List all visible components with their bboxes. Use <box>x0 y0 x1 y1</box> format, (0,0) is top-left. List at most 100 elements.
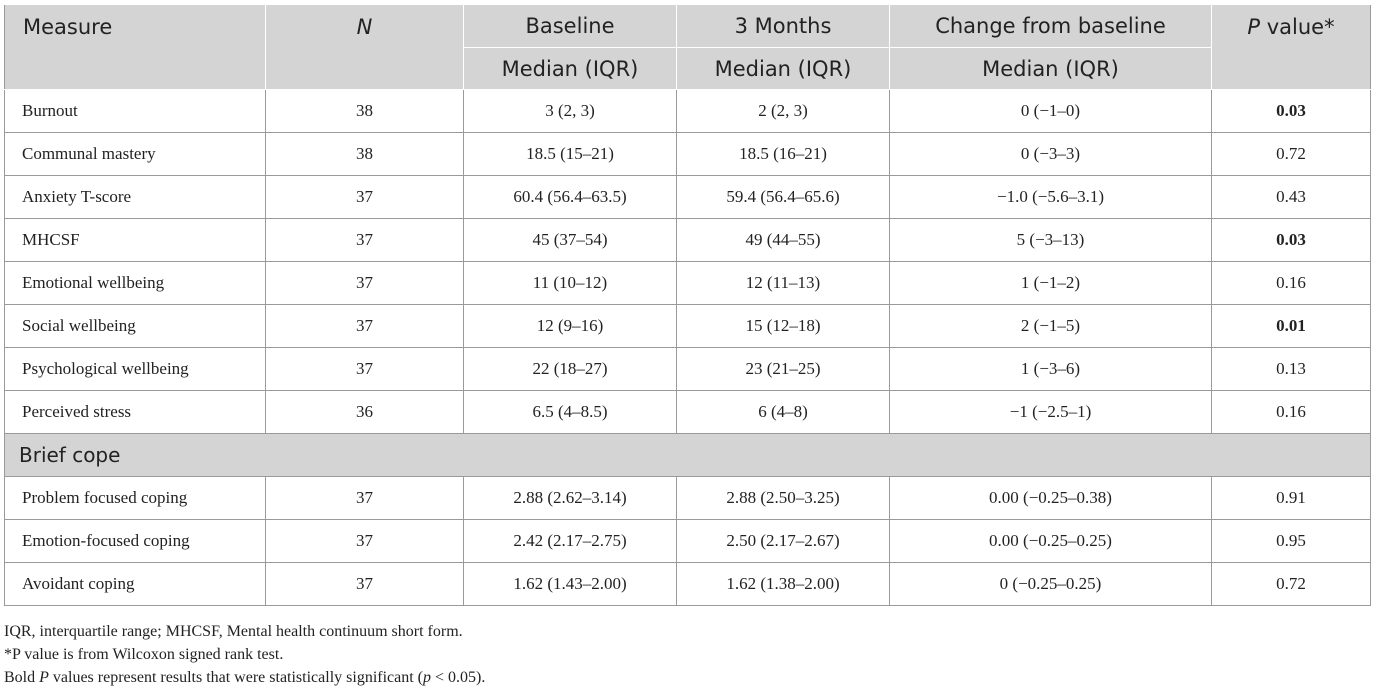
note-significance-a: Bold <box>4 669 40 686</box>
table-row: Anxiety T-score 37 60.4 (56.4–63.5) 59.4 (5… <box>4 175 1371 219</box>
table-body: Burnout 38 3 (2, 3) 2 (2, 3) 0 (−1–0) 0.03 Com… <box>4 89 1371 606</box>
cell-p-value: 0.91 <box>1211 476 1371 520</box>
header-3-months: 3 Months <box>676 4 890 48</box>
cell-baseline: 11 (10–12) <box>463 261 677 305</box>
cell-baseline: 1.62 (1.43–2.00) <box>463 562 677 606</box>
table-row: Psychological wellbeing 37 22 (18–27) 23 (2… <box>4 347 1371 391</box>
cell-p-value: 0.01 <box>1211 304 1371 348</box>
cell-p-value: 0.16 <box>1211 390 1371 434</box>
cell-3-months: 2.50 (2.17–2.67) <box>676 519 890 563</box>
cell-baseline: 2.42 (2.17–2.75) <box>463 519 677 563</box>
table-row: MHCSF 37 45 (37–54) 49 (44–55) 5 (−3–13) 0.03 <box>4 218 1371 262</box>
cell-measure: Communal mastery <box>4 132 266 176</box>
note-abbreviations: IQR, interquartile range; MHCSF, Mental … <box>4 623 463 640</box>
cell-n: 37 <box>265 347 464 391</box>
note-significance-p: P <box>39 669 49 686</box>
cell-p-value: 0.13 <box>1211 347 1371 391</box>
cell-n: 37 <box>265 218 464 262</box>
note-significance-pp: p <box>423 669 432 686</box>
cell-measure: Problem focused coping <box>4 476 266 520</box>
cell-baseline: 22 (18–27) <box>463 347 677 391</box>
cell-measure: Social wellbeing <box>4 304 266 348</box>
cell-3-months: 18.5 (16–21) <box>676 132 890 176</box>
cell-3-months: 2 (2, 3) <box>676 89 890 133</box>
table-row: Burnout 38 3 (2, 3) 2 (2, 3) 0 (−1–0) 0.03 <box>4 89 1371 133</box>
cell-change: 1 (−3–6) <box>889 347 1212 391</box>
cell-measure: Emotion-focused coping <box>4 519 266 563</box>
cell-measure: Avoidant coping <box>4 562 266 606</box>
table-row: Social wellbeing 37 12 (9–16) 15 (12–18) 2 (… <box>4 304 1371 348</box>
cell-change: 5 (−3–13) <box>889 218 1212 262</box>
subheader-baseline: Median (IQR) <box>463 47 677 90</box>
cell-3-months: 59.4 (56.4–65.6) <box>676 175 890 219</box>
cell-p-value: 0.03 <box>1211 89 1371 133</box>
cell-n: 37 <box>265 476 464 520</box>
cell-n: 37 <box>265 519 464 563</box>
header-p-rest: value* <box>1260 15 1335 39</box>
cell-measure: Perceived stress <box>4 390 266 434</box>
note-significance: Bold P values represent results that wer… <box>4 666 485 689</box>
header-n: N <box>265 4 464 90</box>
cell-measure: Emotional wellbeing <box>4 261 266 305</box>
cell-n: 37 <box>265 562 464 606</box>
cell-measure: Psychological wellbeing <box>4 347 266 391</box>
table-row: Emotion-focused coping 37 2.42 (2.17–2.75)… <box>4 519 1371 563</box>
cell-p-value: 0.72 <box>1211 132 1371 176</box>
cell-baseline: 6.5 (4–8.5) <box>463 390 677 434</box>
note-significance-c: < 0.05). <box>431 669 486 686</box>
cell-change: 0.00 (−0.25–0.25) <box>889 519 1212 563</box>
cell-measure: Burnout <box>4 89 266 133</box>
section-row-brief-cope: Brief cope <box>4 433 1371 477</box>
cell-change: −1.0 (−5.6–3.1) <box>889 175 1212 219</box>
cell-baseline: 60.4 (56.4–63.5) <box>463 175 677 219</box>
subheader-change: Median (IQR) <box>889 47 1212 90</box>
cell-p-value: 0.72 <box>1211 562 1371 606</box>
cell-change: 0.00 (−0.25–0.38) <box>889 476 1212 520</box>
cell-change: 0 (−3–3) <box>889 132 1212 176</box>
cell-measure: MHCSF <box>4 218 266 262</box>
cell-n: 38 <box>265 89 464 133</box>
cell-n: 37 <box>265 304 464 348</box>
cell-change: 0 (−1–0) <box>889 89 1212 133</box>
table-notes: IQR, interquartile range; MHCSF, Mental … <box>4 620 485 689</box>
cell-change: −1 (−2.5–1) <box>889 390 1212 434</box>
cell-baseline: 12 (9–16) <box>463 304 677 348</box>
header-p-value: P value* <box>1211 4 1371 90</box>
cell-measure: Anxiety T-score <box>4 175 266 219</box>
cell-n: 38 <box>265 132 464 176</box>
cell-n: 37 <box>265 261 464 305</box>
cell-p-value: 0.95 <box>1211 519 1371 563</box>
cell-baseline: 3 (2, 3) <box>463 89 677 133</box>
cell-change: 0 (−0.25–0.25) <box>889 562 1212 606</box>
table-row: Emotional wellbeing 37 11 (10–12) 12 (11–13… <box>4 261 1371 305</box>
cell-n: 36 <box>265 390 464 434</box>
note-significance-b: values represent results that were stati… <box>48 669 424 686</box>
cell-3-months: 6 (4–8) <box>676 390 890 434</box>
cell-p-value: 0.03 <box>1211 218 1371 262</box>
header-p-letter: P <box>1247 15 1261 39</box>
cell-baseline: 45 (37–54) <box>463 218 677 262</box>
cell-3-months: 12 (11–13) <box>676 261 890 305</box>
cell-p-value: 0.16 <box>1211 261 1371 305</box>
cell-baseline: 18.5 (15–21) <box>463 132 677 176</box>
cell-3-months: 1.62 (1.38–2.00) <box>676 562 890 606</box>
cell-change: 1 (−1–2) <box>889 261 1212 305</box>
table-row: Problem focused coping 37 2.88 (2.62–3.14)… <box>4 476 1371 520</box>
cell-baseline: 2.88 (2.62–3.14) <box>463 476 677 520</box>
results-table: Measure N Baseline 3 Months Change from … <box>4 4 1371 606</box>
cell-3-months: 23 (21–25) <box>676 347 890 391</box>
cell-n: 37 <box>265 175 464 219</box>
cell-3-months: 2.88 (2.50–3.25) <box>676 476 890 520</box>
table-row: Communal mastery 38 18.5 (15–21) 18.5 (16–2… <box>4 132 1371 176</box>
cell-3-months: 15 (12–18) <box>676 304 890 348</box>
table-row: Perceived stress 36 6.5 (4–8.5) 6 (4–8) −1 (… <box>4 390 1371 434</box>
header-baseline: Baseline <box>463 4 677 48</box>
cell-p-value: 0.43 <box>1211 175 1371 219</box>
cell-change: 2 (−1–5) <box>889 304 1212 348</box>
header-measure: Measure <box>4 4 266 90</box>
note-wilcoxon: *P value is from Wilcoxon signed rank te… <box>4 646 284 663</box>
subheader-3-months: Median (IQR) <box>676 47 890 90</box>
cell-3-months: 49 (44–55) <box>676 218 890 262</box>
table-row: Avoidant coping 37 1.62 (1.43–2.00) 1.62 (1… <box>4 562 1371 606</box>
header-change: Change from baseline <box>889 4 1212 48</box>
